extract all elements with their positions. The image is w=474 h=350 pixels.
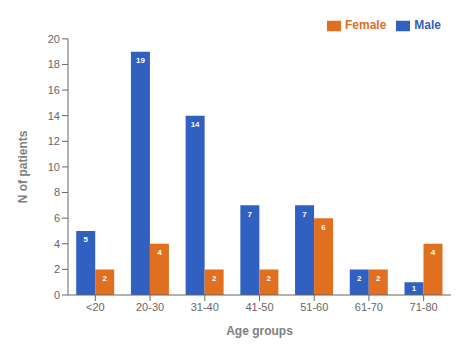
svg-text:8: 8 <box>54 186 60 198</box>
svg-text:20-30: 20-30 <box>136 301 164 313</box>
svg-text:1: 1 <box>412 284 417 293</box>
svg-text:4: 4 <box>431 248 436 257</box>
html-text:Female: Female <box>345 18 387 32</box>
svg-text:5: 5 <box>83 235 88 244</box>
svg-text:10: 10 <box>48 161 60 173</box>
html-text:Male: Male <box>414 18 441 32</box>
svg-text:N of patients: N of patients <box>16 130 30 203</box>
svg-text:Age groups: Age groups <box>226 324 293 338</box>
svg-text:19: 19 <box>136 56 145 65</box>
svg-text:14: 14 <box>191 120 200 129</box>
svg-text:51-60: 51-60 <box>300 301 328 313</box>
svg-text:0: 0 <box>54 289 60 301</box>
svg-text:2: 2 <box>376 274 381 283</box>
svg-text:2: 2 <box>212 274 217 283</box>
svg-text:7: 7 <box>248 210 253 219</box>
svg-text:20: 20 <box>48 33 60 45</box>
svg-text:41-50: 41-50 <box>245 301 273 313</box>
svg-text:18: 18 <box>48 58 60 70</box>
svg-text:71-80: 71-80 <box>410 301 438 313</box>
svg-text:4: 4 <box>157 248 162 257</box>
svg-text:12: 12 <box>48 135 60 147</box>
svg-text:<20: <20 <box>86 301 105 313</box>
svg-text:14: 14 <box>48 110 60 122</box>
svg-text:6: 6 <box>54 212 60 224</box>
svg-text:2: 2 <box>267 274 272 283</box>
svg-text:61-70: 61-70 <box>355 301 383 313</box>
svg-text:7: 7 <box>302 210 307 219</box>
svg-text:16: 16 <box>48 84 60 96</box>
svg-text:2: 2 <box>54 263 60 275</box>
svg-text:2: 2 <box>357 274 362 283</box>
svg-text:2: 2 <box>102 274 107 283</box>
svg-text:31-40: 31-40 <box>191 301 219 313</box>
svg-text:4: 4 <box>54 238 60 250</box>
svg-text:6: 6 <box>321 223 326 232</box>
